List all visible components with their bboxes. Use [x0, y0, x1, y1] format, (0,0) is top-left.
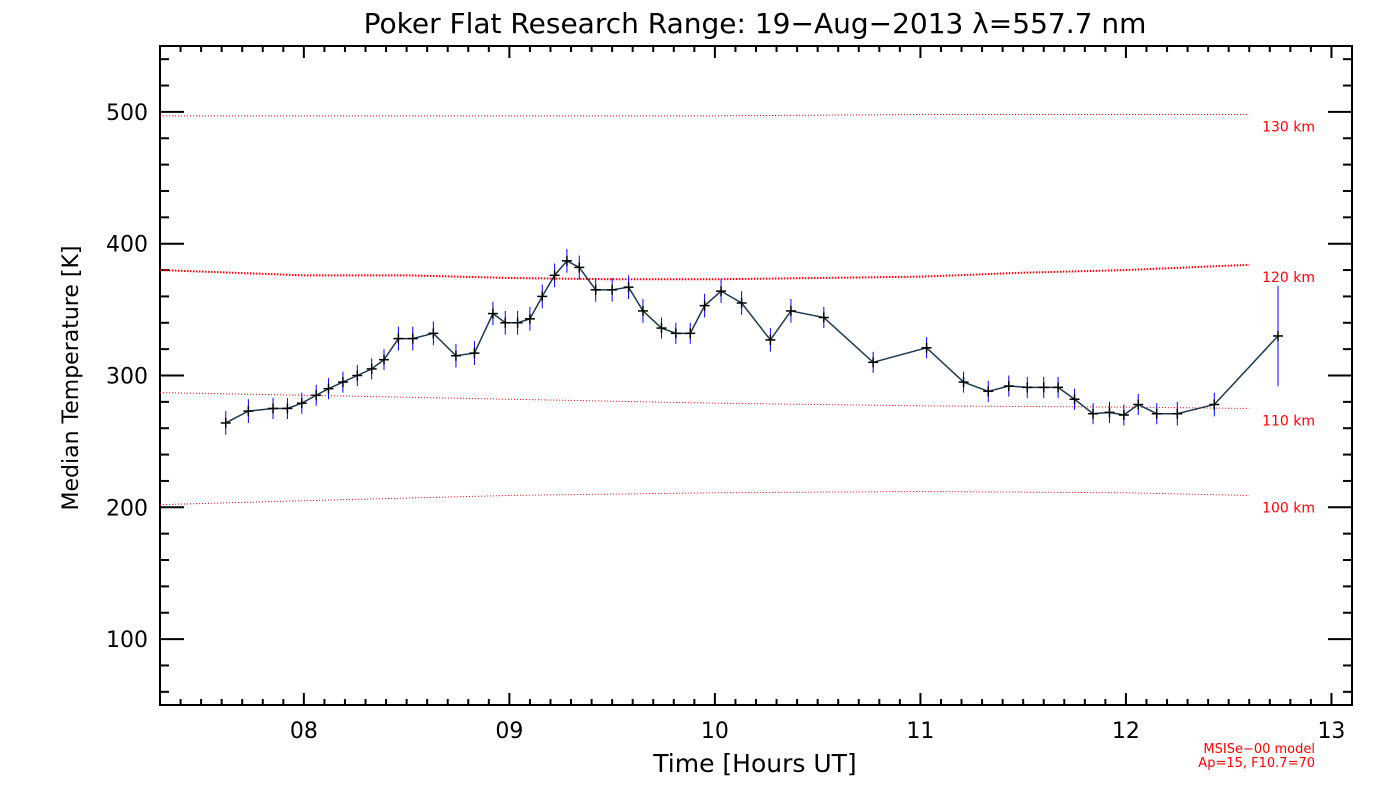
- x-tick-label: 13: [1317, 719, 1345, 744]
- data-point-marker: [366, 363, 377, 374]
- y-tick-label: 500: [106, 101, 148, 126]
- y-tick-label: 100: [106, 628, 148, 653]
- data-point-marker: [983, 386, 994, 397]
- model-name-annotation: MSISe−00 model: [1203, 742, 1315, 757]
- data-point-marker: [1088, 408, 1099, 419]
- data-point-marker: [487, 308, 498, 319]
- data-point-marker: [623, 282, 634, 293]
- data-point-marker: [637, 305, 648, 316]
- data-point-marker: [500, 317, 511, 328]
- data-point-marker: [352, 370, 363, 381]
- data-point-marker: [1053, 382, 1064, 393]
- data-point-marker: [736, 298, 747, 309]
- model-line-130-km: [160, 114, 1250, 117]
- y-axis-label: Median Temperature [K]: [59, 246, 84, 511]
- x-tick-label: 10: [701, 719, 729, 744]
- x-tick-label: 12: [1112, 719, 1140, 744]
- data-point-marker: [921, 342, 932, 353]
- data-point-marker: [1118, 410, 1129, 421]
- data-point-marker: [1038, 382, 1049, 393]
- data-point-marker: [1151, 408, 1162, 419]
- data-point-marker: [685, 328, 696, 339]
- data-point-marker: [656, 323, 667, 334]
- data-point-marker: [379, 354, 390, 365]
- data-point-marker: [1172, 408, 1183, 419]
- plot-frame: [159, 45, 1353, 706]
- y-tick-label: 300: [106, 365, 148, 390]
- data-point-marker: [765, 334, 776, 345]
- model-params-annotation: Ap=15, F10.7=70: [1198, 756, 1315, 771]
- y-tick-label: 400: [106, 233, 148, 258]
- data-point-marker: [282, 403, 293, 414]
- data-point-marker: [469, 348, 480, 359]
- data-point-marker: [607, 284, 618, 295]
- data-point-marker: [1273, 330, 1284, 341]
- model-line-120-km: [159, 263, 1250, 281]
- data-point-marker: [537, 291, 548, 302]
- data-point-marker: [311, 390, 322, 401]
- data-point-marker: [428, 328, 439, 339]
- data-point-marker: [868, 357, 879, 368]
- data-point-marker: [716, 286, 727, 297]
- plot-area: 08 09 10 11 12 13 100 200 300 400 500 130 km 120 km 1…: [106, 45, 1353, 744]
- data-point-marker: [670, 328, 681, 339]
- data-point-marker: [1003, 381, 1014, 392]
- data-point-marker: [296, 398, 307, 409]
- model-line-label: 120 km: [1262, 270, 1315, 286]
- y-tick-label: 200: [106, 496, 148, 521]
- data-point-marker: [450, 350, 461, 361]
- x-tick-label: 11: [906, 719, 934, 744]
- temperature-series-line: [225, 259, 1279, 424]
- chart-title: Poker Flat Research Range: 19−Aug−2013 λ…: [364, 7, 1147, 40]
- model-line-label: 110 km: [1262, 413, 1315, 429]
- model-line-110-km: [159, 392, 1250, 409]
- x-tick-label: 08: [290, 719, 318, 744]
- model-line-label: 130 km: [1262, 120, 1315, 136]
- data-point-marker: [268, 403, 279, 414]
- data-point-marker: [818, 312, 829, 323]
- data-point-marker: [220, 417, 231, 428]
- data-point-marker: [958, 377, 969, 388]
- data-point-marker: [561, 255, 572, 266]
- data-point-marker: [1209, 399, 1220, 410]
- data-point-marker: [393, 333, 404, 344]
- data-point-marker: [524, 313, 535, 324]
- data-point-marker: [1022, 382, 1033, 393]
- data-point-marker: [1104, 407, 1115, 418]
- data-point-marker: [699, 300, 710, 311]
- model-line-100-km: [159, 490, 1250, 506]
- data-point-marker: [407, 333, 418, 344]
- data-point-marker: [323, 383, 334, 394]
- data-point-marker: [574, 262, 585, 273]
- x-tick-label: 09: [495, 719, 523, 744]
- data-point-marker: [243, 406, 254, 417]
- model-line-label: 100 km: [1262, 500, 1315, 516]
- x-axis-label: Time [Hours UT]: [652, 749, 856, 778]
- data-point-marker: [512, 317, 523, 328]
- data-point-marker: [549, 270, 560, 281]
- data-point-marker: [785, 305, 796, 316]
- data-point-marker: [1069, 394, 1080, 405]
- data-point-marker: [1133, 399, 1144, 410]
- data-point-marker: [337, 377, 348, 388]
- data-point-marker: [590, 284, 601, 295]
